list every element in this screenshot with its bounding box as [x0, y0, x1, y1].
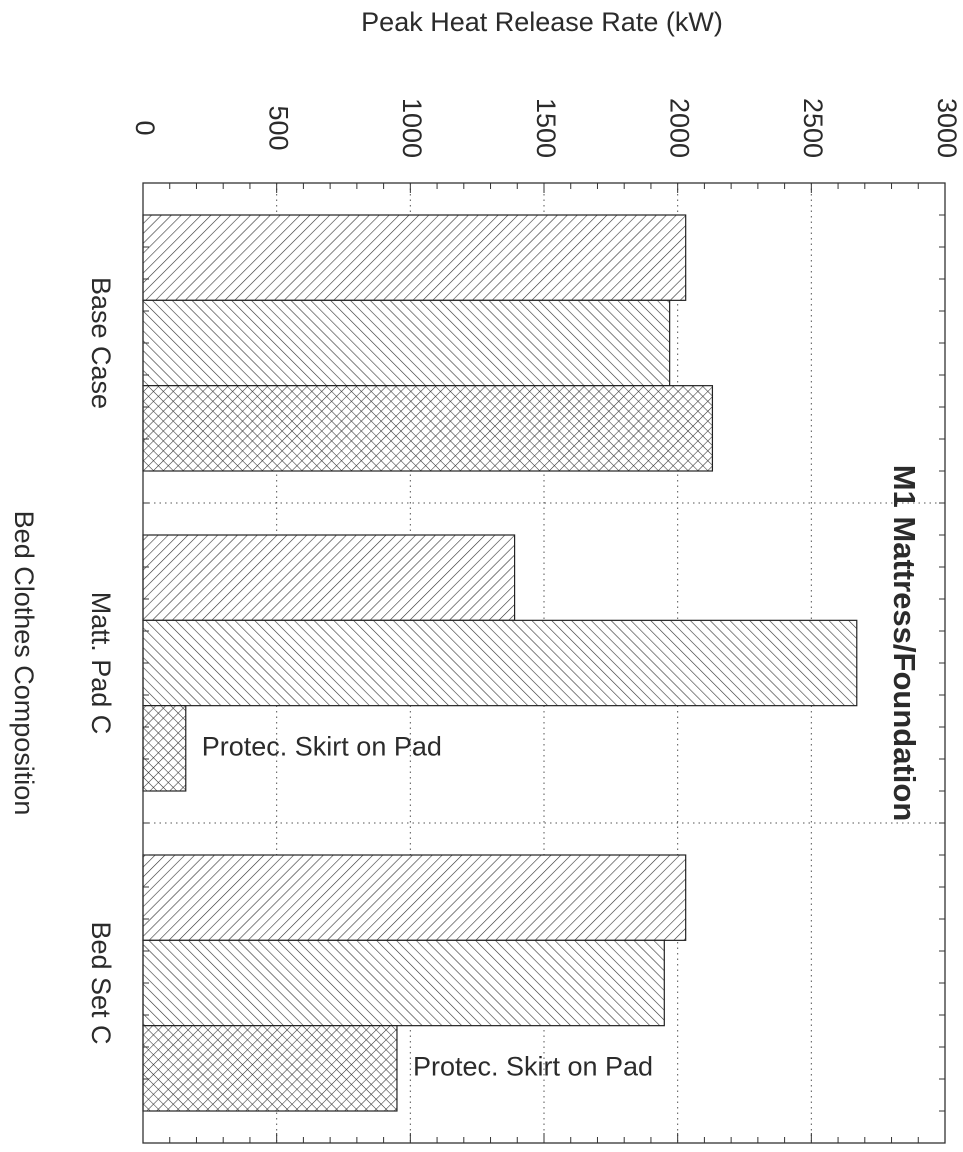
tick-label: 2500 — [798, 98, 828, 158]
bar — [142, 214, 687, 301]
bars — [142, 214, 858, 1112]
tick-label: 1000 — [397, 98, 427, 158]
bar — [142, 705, 187, 792]
tick-label: 1500 — [531, 98, 561, 158]
bar — [142, 534, 516, 621]
plot-frame — [142, 182, 946, 1144]
tick-label: 2000 — [665, 98, 695, 158]
tick-label: 0 — [130, 120, 160, 135]
bar — [142, 1025, 398, 1112]
category-label: Bed Set C — [86, 921, 116, 1044]
tick-label: 3000 — [932, 98, 962, 158]
tick-label: 500 — [264, 105, 294, 150]
annotation: Protec. Skirt on Pad — [202, 731, 442, 761]
bar — [142, 939, 665, 1027]
bar — [142, 619, 858, 707]
bar — [142, 299, 671, 387]
chart-title: M1 Mattress/Foundation — [887, 465, 922, 822]
bar — [142, 385, 714, 472]
y-axis-label: Peak Heat Release Rate (kW) — [361, 7, 723, 37]
annotation: Protec. Skirt on Pad — [413, 1051, 653, 1081]
bar — [142, 854, 687, 941]
category-label: Matt. Pad C — [86, 592, 116, 735]
x-axis-label: Bed Clothes Composition — [9, 511, 39, 816]
category-label: Base Case — [86, 277, 116, 409]
labels: 0 500 1000 1500 2000 2500 3000 Peak Heat Releas… — [9, 7, 962, 1081]
